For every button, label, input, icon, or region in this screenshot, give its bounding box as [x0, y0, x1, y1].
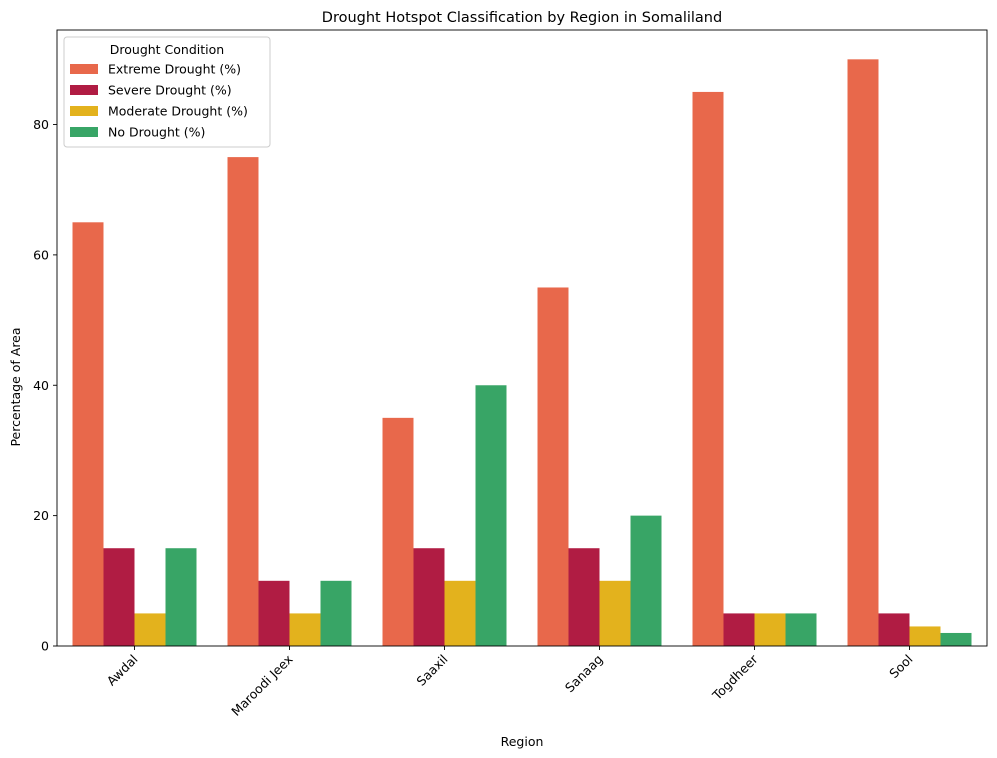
y-tick-label: 60 — [33, 247, 49, 262]
bar — [599, 580, 631, 646]
bar — [413, 548, 445, 646]
bar — [72, 222, 104, 647]
legend-entry: Moderate Drought (%) — [108, 104, 248, 119]
axes-frame — [56, 29, 988, 647]
x-tick-label: Saaxil — [413, 652, 450, 689]
bar — [165, 548, 197, 646]
legend-swatch — [70, 64, 98, 74]
chart-title: Drought Hotspot Classification by Region… — [322, 10, 722, 26]
legend-box — [63, 36, 271, 148]
legend-swatch — [70, 127, 98, 137]
bar — [909, 626, 941, 646]
bar — [754, 613, 786, 646]
legend-entry: Extreme Drought (%) — [108, 62, 241, 77]
y-axis-label: Percentage of Area — [8, 327, 23, 446]
bar — [723, 613, 755, 646]
legend-entry: No Drought (%) — [108, 125, 205, 140]
legend: Drought Condition Extreme Drought (%) Seve… — [63, 36, 271, 148]
x-tick-label: Sool — [886, 652, 915, 681]
y-tick-label: 0 — [41, 639, 49, 654]
bar — [289, 613, 321, 646]
bar — [568, 548, 600, 646]
legend-entry: Severe Drought (%) — [108, 83, 232, 98]
x-tick-label: Maroodi Jeex — [228, 652, 295, 719]
bar — [258, 580, 290, 646]
bar — [785, 613, 817, 646]
y-tick-label: 20 — [33, 508, 49, 523]
bar — [134, 613, 166, 646]
x-tick-label: Awdal — [104, 652, 141, 689]
bar — [227, 157, 259, 647]
bar — [847, 59, 879, 646]
bar — [878, 613, 910, 646]
bar — [692, 91, 724, 647]
x-tick-label: Togdheer — [709, 651, 762, 704]
bar — [103, 548, 135, 646]
x-tick-label: Sanaag — [562, 652, 606, 696]
y-tick-label: 40 — [33, 378, 49, 393]
bar — [444, 580, 476, 646]
x-axis-label: Region — [501, 734, 544, 749]
legend-swatch — [70, 106, 98, 116]
y-tick-label: 80 — [33, 117, 49, 132]
bar — [940, 632, 972, 646]
bar — [475, 385, 507, 646]
legend-swatch — [70, 85, 98, 95]
bar — [537, 287, 569, 646]
bar — [320, 580, 352, 646]
plot-area — [72, 59, 972, 647]
bar — [630, 515, 662, 646]
legend-title: Drought Condition — [110, 42, 224, 57]
bar — [382, 417, 414, 646]
